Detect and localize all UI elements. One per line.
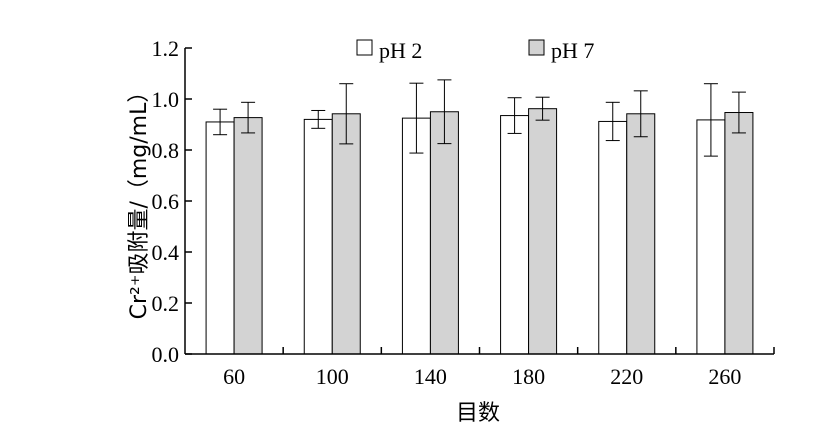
y-tick-label: 0.0 [152, 342, 180, 367]
y-tick-label: 0.2 [152, 291, 180, 316]
legend: pH 2 pH 7 [356, 38, 594, 63]
legend-swatch-ph2 [356, 39, 373, 56]
x-axis-label: 目数 [456, 401, 500, 426]
y-tick-label: 1.2 [152, 36, 180, 61]
bar-ph7 [429, 111, 459, 355]
legend-swatch-ph7 [528, 39, 545, 56]
bar-ph2 [205, 121, 235, 355]
bar-ph2 [598, 120, 628, 355]
bar-ph7 [233, 117, 263, 355]
x-tick-label: 100 [316, 364, 349, 389]
y-tick-label: 0.4 [152, 240, 180, 265]
y-tick-label: 0.8 [152, 138, 180, 163]
bar-ph7 [331, 113, 361, 355]
x-tick-label: 260 [708, 364, 741, 389]
bar-ph7 [528, 108, 558, 355]
x-tick-label: 220 [610, 364, 643, 389]
bar-ph7 [626, 113, 656, 355]
y-tick-label: 0.6 [152, 189, 180, 214]
bar-ph2 [303, 118, 333, 355]
y-axis: 0.0 0.2 0.4 0.6 0.8 1.0 1.2 [152, 36, 192, 367]
x-axis: 60 100 140 180 220 260 [185, 347, 775, 389]
legend-label-ph7: pH 7 [551, 38, 594, 63]
bar-ph2 [401, 117, 431, 355]
y-tick-label: 1.0 [152, 87, 180, 112]
x-tick-label: 180 [512, 364, 545, 389]
x-tick-label: 60 [223, 364, 245, 389]
x-tick-label: 140 [414, 364, 447, 389]
y-axis-label: Cr²⁺吸附量/（mg/mL） [127, 81, 152, 320]
bar-ph2 [500, 115, 530, 355]
legend-label-ph2: pH 2 [379, 38, 422, 63]
plot-area [205, 79, 754, 355]
bar-ph7 [724, 112, 754, 355]
